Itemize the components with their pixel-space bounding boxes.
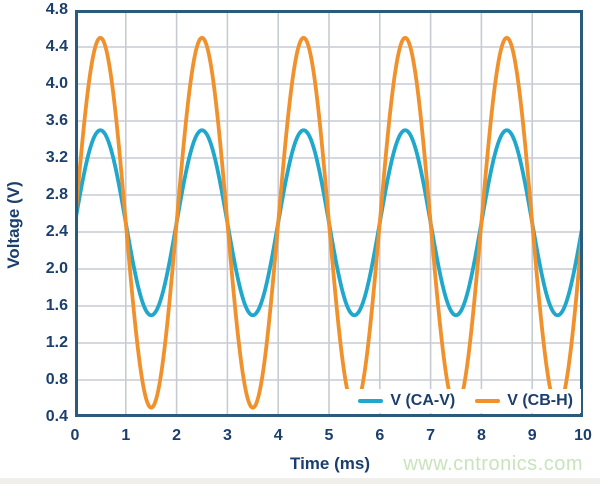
x-tick-label: 2 <box>172 427 182 444</box>
x-tick-label: 7 <box>426 427 436 444</box>
y-tick-label: 4.4 <box>45 38 68 55</box>
y-tick-label: 1.6 <box>45 297 68 314</box>
y-tick-label: 3.6 <box>45 112 68 129</box>
legend-line-swatch <box>475 399 501 403</box>
bottom-edge-strip <box>0 478 600 484</box>
y-tick-label: 3.2 <box>45 149 68 166</box>
x-tick-label: 10 <box>574 427 592 444</box>
legend-item: V (CA-V) <box>358 392 455 410</box>
y-tick-label: 2.0 <box>45 260 68 277</box>
x-tick-label: 3 <box>222 427 232 444</box>
x-tick-label: 4 <box>273 427 283 444</box>
legend-label: V (CB-H) <box>507 392 573 409</box>
x-tick-label: 0 <box>70 427 80 444</box>
y-tick-label: 0.8 <box>45 371 68 388</box>
y-tick-label: 4.8 <box>45 1 68 18</box>
y-tick-label: 1.2 <box>45 334 68 351</box>
legend: V (CA-V) V (CB-H) <box>344 389 581 413</box>
y-tick-label: 2.4 <box>45 223 68 240</box>
series-curve-1 <box>75 35 583 410</box>
watermark-text: www.cntronics.com <box>403 453 583 475</box>
x-tick-label: 9 <box>527 427 537 444</box>
legend-line-swatch <box>358 399 384 403</box>
legend-label: V (CA-V) <box>390 392 456 409</box>
y-tick-label: 4.0 <box>45 75 68 92</box>
x-tick-label: 8 <box>476 427 486 444</box>
x-tick-label: 1 <box>121 427 131 444</box>
plot-area <box>75 10 583 417</box>
y-tick-label: 0.4 <box>45 408 68 425</box>
y-axis-title: Voltage (V) <box>4 181 23 269</box>
x-tick-label: 5 <box>324 427 334 444</box>
y-tick-label: 2.8 <box>45 186 68 203</box>
legend-item: V (CB-H) <box>475 392 573 410</box>
x-tick-label: 6 <box>375 427 385 444</box>
plot-border <box>75 10 583 417</box>
x-axis-title: Time (ms) <box>290 454 370 473</box>
